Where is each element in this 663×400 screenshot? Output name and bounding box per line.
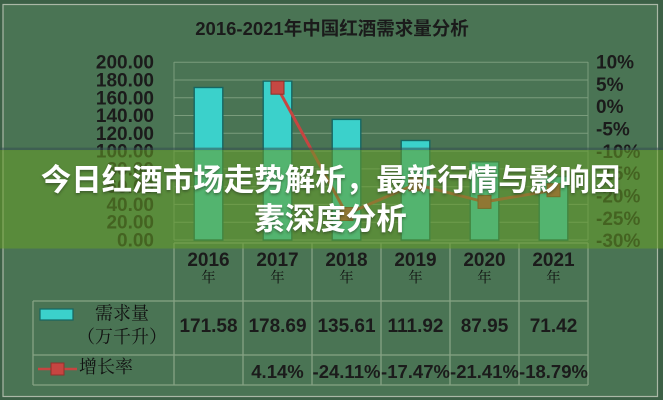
svg-text:增长率: 增长率: [79, 353, 133, 379]
svg-text:年: 年: [408, 267, 423, 288]
svg-text:年: 年: [546, 267, 561, 288]
svg-text:0%: 0%: [596, 97, 624, 118]
svg-text:-5%: -5%: [596, 120, 630, 141]
svg-text:（万千升）: （万千升）: [77, 323, 167, 349]
svg-text:2018: 2018: [325, 250, 367, 271]
svg-text:140.00: 140.00: [96, 106, 154, 127]
svg-text:71.42: 71.42: [530, 316, 578, 337]
svg-text:-17.47%: -17.47%: [381, 361, 450, 382]
svg-text:87.95: 87.95: [461, 316, 509, 337]
svg-text:-24.11%: -24.11%: [313, 361, 381, 382]
svg-text:年: 年: [477, 267, 492, 288]
svg-text:素深度分析: 素深度分析: [254, 203, 407, 237]
svg-text:180.00: 180.00: [96, 71, 154, 92]
svg-text:2017: 2017: [256, 250, 298, 271]
svg-text:2019: 2019: [394, 250, 436, 271]
svg-text:2016: 2016: [187, 250, 229, 271]
svg-text:2020: 2020: [463, 250, 505, 271]
svg-text:-18.79%: -18.79%: [519, 361, 588, 382]
svg-text:120.00: 120.00: [96, 124, 154, 145]
svg-text:2021: 2021: [532, 250, 575, 271]
svg-text:178.69: 178.69: [248, 316, 306, 337]
svg-text:-21.41%: -21.41%: [450, 361, 519, 382]
svg-text:年: 年: [201, 267, 216, 288]
svg-text:160.00: 160.00: [96, 88, 154, 109]
svg-text:需求量: 需求量: [95, 300, 149, 326]
svg-text:111.92: 111.92: [387, 316, 443, 337]
svg-text:年: 年: [270, 267, 285, 288]
svg-text:4.14%: 4.14%: [251, 361, 303, 382]
svg-text:2016-2021年中国红酒需求量分析: 2016-2021年中国红酒需求量分析: [195, 18, 468, 39]
svg-text:10%: 10%: [596, 52, 634, 73]
svg-text:今日红酒市场走势解析，最新行情与影响因: 今日红酒市场走势解析，最新行情与影响因: [41, 164, 621, 198]
svg-text:年: 年: [339, 267, 354, 288]
svg-text:200.00: 200.00: [96, 53, 154, 74]
svg-text:5%: 5%: [596, 75, 624, 96]
svg-text:135.61: 135.61: [317, 316, 376, 337]
svg-text:171.58: 171.58: [179, 316, 237, 337]
